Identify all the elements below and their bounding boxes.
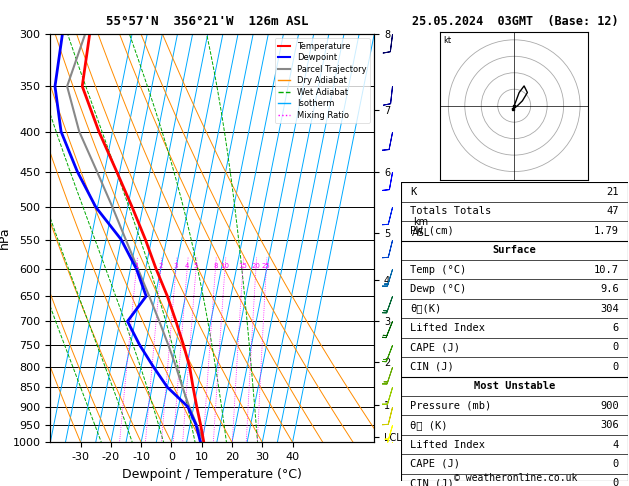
Text: 55°57'N  356°21'W  126m ASL: 55°57'N 356°21'W 126m ASL [106,15,309,28]
Text: 1.79: 1.79 [594,226,619,236]
Text: Lifted Index: Lifted Index [410,323,486,333]
Text: 47: 47 [606,207,619,216]
Legend: Temperature, Dewpoint, Parcel Trajectory, Dry Adiabat, Wet Adiabat, Isotherm, Mi: Temperature, Dewpoint, Parcel Trajectory… [275,38,370,123]
Text: CAPE (J): CAPE (J) [410,342,460,352]
Text: 6: 6 [613,323,619,333]
Text: kt: kt [443,36,452,45]
Text: 8: 8 [213,263,218,269]
Text: 900: 900 [600,400,619,411]
Text: 5: 5 [194,263,198,269]
Text: 10.7: 10.7 [594,265,619,275]
Text: 9.6: 9.6 [600,284,619,294]
Text: K: K [410,187,416,197]
Text: 306: 306 [600,420,619,430]
Text: Totals Totals: Totals Totals [410,207,492,216]
Text: 2: 2 [159,263,163,269]
Text: 20: 20 [252,263,260,269]
Text: Temp (°C): Temp (°C) [410,265,467,275]
Text: 0: 0 [613,342,619,352]
Text: 25: 25 [262,263,270,269]
Text: 15: 15 [238,263,247,269]
Text: 0: 0 [613,362,619,372]
Text: θᴇ (K): θᴇ (K) [410,420,448,430]
Text: 4: 4 [613,439,619,450]
Text: CIN (J): CIN (J) [410,478,454,486]
Text: 1: 1 [134,263,138,269]
Text: 4: 4 [185,263,189,269]
Text: CAPE (J): CAPE (J) [410,459,460,469]
Text: 0: 0 [613,478,619,486]
Y-axis label: hPa: hPa [0,227,11,249]
Text: PW (cm): PW (cm) [410,226,454,236]
Text: 304: 304 [600,304,619,313]
Text: © weatheronline.co.uk: © weatheronline.co.uk [454,473,577,483]
Text: 25.05.2024  03GMT  (Base: 12): 25.05.2024 03GMT (Base: 12) [413,15,619,28]
Text: 21: 21 [606,187,619,197]
Text: θᴇ(K): θᴇ(K) [410,304,442,313]
Text: Most Unstable: Most Unstable [474,381,555,391]
X-axis label: Dewpoint / Temperature (°C): Dewpoint / Temperature (°C) [123,468,302,481]
Text: 10: 10 [220,263,230,269]
Text: Surface: Surface [493,245,537,255]
Y-axis label: km
ASL: km ASL [412,217,430,238]
Text: CIN (J): CIN (J) [410,362,454,372]
Text: Pressure (mb): Pressure (mb) [410,400,492,411]
Text: Dewp (°C): Dewp (°C) [410,284,467,294]
Text: 0: 0 [613,459,619,469]
Text: 3: 3 [174,263,178,269]
Text: Lifted Index: Lifted Index [410,439,486,450]
